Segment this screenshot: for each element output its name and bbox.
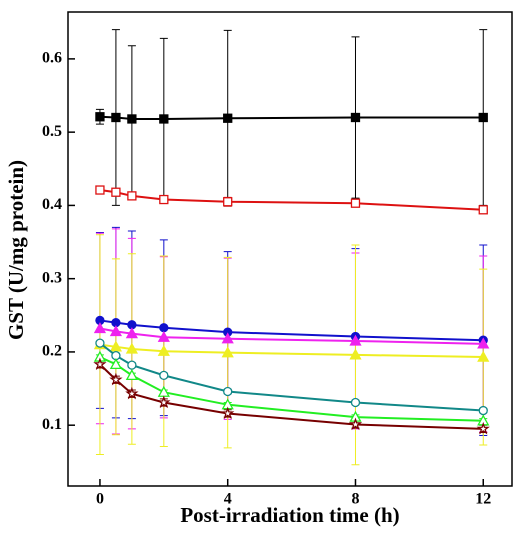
marker bbox=[350, 112, 361, 123]
marker bbox=[109, 340, 123, 352]
x-tick-label: 0 bbox=[96, 491, 104, 508]
marker bbox=[159, 370, 169, 381]
series-line bbox=[99, 115, 484, 120]
marker bbox=[125, 369, 138, 381]
marker bbox=[95, 185, 105, 195]
marker bbox=[125, 327, 138, 339]
marker bbox=[127, 360, 137, 370]
y-tick-label: 0.1 bbox=[42, 416, 62, 433]
marker bbox=[157, 385, 170, 397]
marker bbox=[223, 386, 233, 397]
marker bbox=[95, 112, 105, 122]
x-tick-label: 12 bbox=[475, 491, 491, 508]
marker bbox=[159, 194, 169, 205]
y-tick-label: 0.3 bbox=[42, 269, 62, 286]
x-axis-label: Post-irradiation time (h) bbox=[180, 503, 399, 527]
plot-frame bbox=[67, 11, 513, 487]
marker bbox=[350, 198, 361, 208]
y-tick-label: 0.2 bbox=[42, 343, 62, 360]
y-tick-label: 0.5 bbox=[42, 123, 62, 140]
marker bbox=[223, 113, 233, 123]
series-line bbox=[99, 189, 484, 211]
series-line bbox=[99, 356, 484, 422]
marker bbox=[221, 332, 234, 344]
marker bbox=[109, 372, 123, 386]
y-tick-label: 0.4 bbox=[42, 196, 62, 213]
marker bbox=[349, 348, 362, 360]
marker bbox=[477, 350, 490, 362]
marker bbox=[109, 358, 123, 370]
marker bbox=[221, 346, 234, 358]
marker bbox=[157, 330, 170, 342]
series-line bbox=[99, 327, 484, 345]
marker bbox=[476, 421, 490, 435]
marker bbox=[93, 357, 107, 371]
marker bbox=[111, 187, 121, 197]
marker bbox=[93, 322, 107, 334]
marker bbox=[223, 197, 233, 207]
series-line bbox=[99, 343, 484, 359]
marker bbox=[109, 325, 123, 337]
marker bbox=[221, 406, 235, 420]
marker bbox=[125, 342, 138, 354]
marker bbox=[478, 112, 488, 123]
marker bbox=[157, 395, 171, 409]
marker bbox=[478, 405, 488, 416]
x-tick-label: 4 bbox=[224, 491, 232, 508]
marker bbox=[125, 386, 139, 400]
marker bbox=[127, 114, 137, 124]
x-tick-label: 8 bbox=[351, 491, 359, 508]
marker bbox=[95, 338, 105, 348]
marker bbox=[159, 323, 169, 333]
marker bbox=[350, 397, 361, 408]
marker bbox=[111, 112, 121, 123]
marker bbox=[478, 205, 488, 215]
marker bbox=[157, 344, 170, 356]
marker bbox=[349, 334, 362, 346]
marker bbox=[477, 337, 490, 349]
marker bbox=[159, 114, 169, 124]
marker bbox=[348, 417, 363, 431]
marker bbox=[127, 191, 137, 201]
y-axis-label: GST (U/mg protein) bbox=[4, 160, 28, 340]
y-tick-label: 0.6 bbox=[42, 50, 62, 67]
